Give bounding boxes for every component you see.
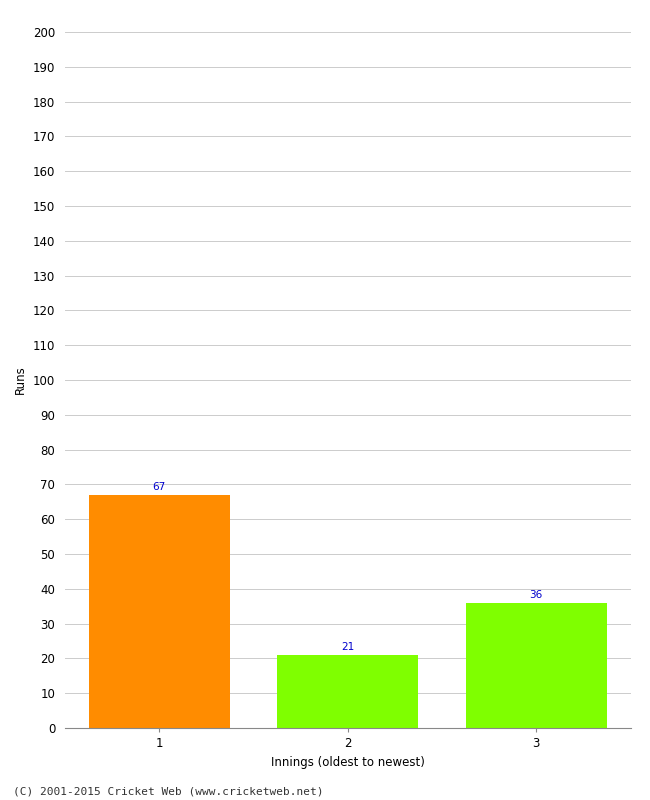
Text: (C) 2001-2015 Cricket Web (www.cricketweb.net): (C) 2001-2015 Cricket Web (www.cricketwe… <box>13 786 324 796</box>
Text: 36: 36 <box>530 590 543 600</box>
Y-axis label: Runs: Runs <box>14 366 27 394</box>
Text: 67: 67 <box>153 482 166 492</box>
Bar <box>465 602 607 728</box>
Text: 21: 21 <box>341 642 354 652</box>
Bar <box>88 495 230 728</box>
X-axis label: Innings (oldest to newest): Innings (oldest to newest) <box>271 755 424 769</box>
Bar <box>277 655 419 728</box>
